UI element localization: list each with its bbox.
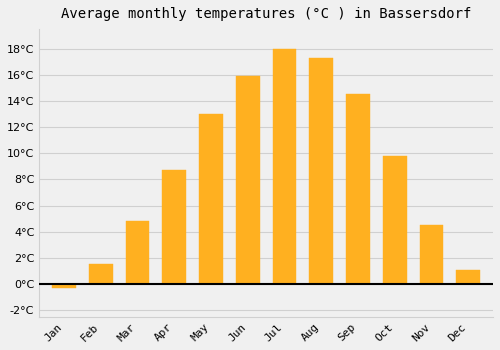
- Bar: [162, 170, 186, 284]
- Bar: [52, 284, 76, 288]
- Bar: [346, 94, 370, 284]
- Bar: [199, 114, 223, 284]
- Bar: [420, 225, 444, 284]
- Bar: [236, 76, 260, 284]
- Bar: [272, 49, 296, 284]
- Bar: [89, 265, 112, 284]
- Bar: [456, 270, 480, 284]
- Bar: [310, 58, 333, 284]
- Bar: [383, 156, 406, 284]
- Bar: [126, 221, 150, 284]
- Title: Average monthly temperatures (°C ) in Bassersdorf: Average monthly temperatures (°C ) in Ba…: [61, 7, 472, 21]
